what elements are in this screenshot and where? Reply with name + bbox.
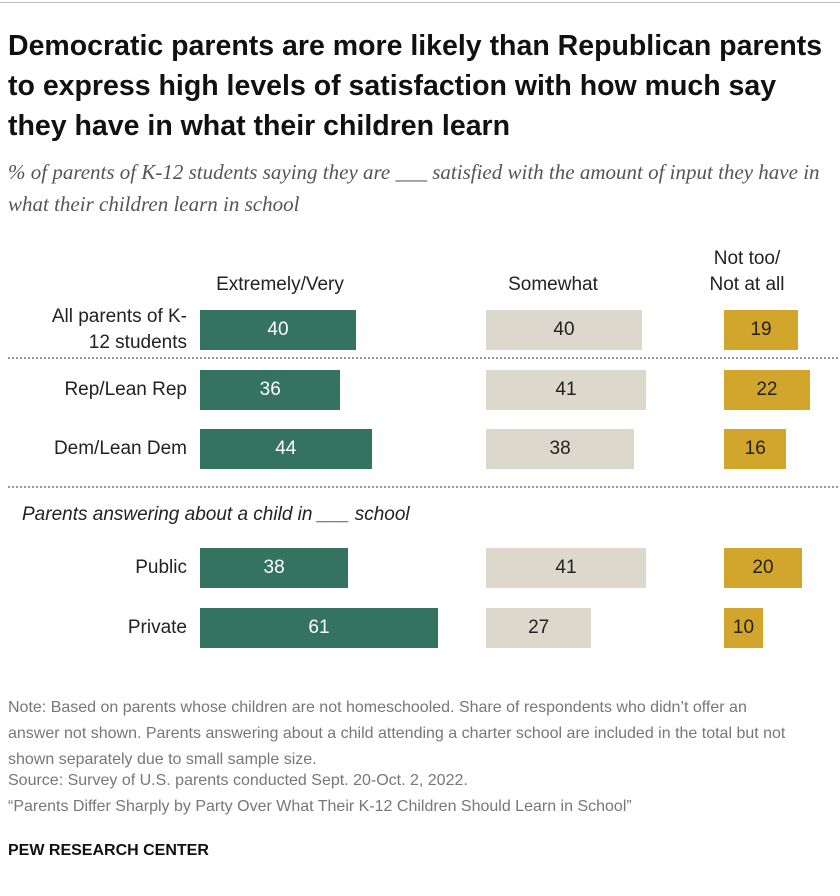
bar — [486, 429, 635, 469]
value-label: 44 — [275, 438, 297, 459]
bar — [724, 608, 763, 648]
category-label: Rep/Lean Rep — [64, 379, 187, 400]
value-label: 19 — [750, 319, 772, 340]
chart-title: Democratic parents are more likely than … — [8, 30, 823, 142]
bar — [724, 429, 787, 469]
bar — [200, 608, 438, 648]
subheading: Parents answering about a child in ___ s… — [22, 504, 410, 525]
brand: PEW RESEARCH CENTER — [8, 842, 209, 859]
bar — [486, 370, 646, 410]
citation: “Parents Differ Sharply by Party Over Wh… — [8, 798, 632, 815]
column-header: Not too/ Not at all — [709, 248, 785, 295]
category-label: Public — [135, 557, 187, 578]
bar — [486, 608, 592, 648]
bar — [724, 310, 799, 350]
value-label: 16 — [744, 438, 766, 459]
value-label: 20 — [752, 557, 774, 578]
value-label: 40 — [553, 319, 575, 340]
value-label: 38 — [263, 557, 285, 578]
value-label: 38 — [549, 438, 571, 459]
value-label: 61 — [308, 617, 330, 638]
value-label: 41 — [555, 379, 577, 400]
value-label: 10 — [732, 617, 755, 638]
value-label: 41 — [555, 557, 577, 578]
column-header: Extremely/Very — [216, 274, 344, 295]
bar — [200, 429, 372, 469]
value-label: 36 — [259, 379, 281, 400]
category-label: Dem/Lean Dem — [53, 438, 187, 459]
value-label: 22 — [756, 379, 778, 400]
chart-subtitle: % of parents of K-12 students saying the… — [8, 160, 820, 216]
bar — [200, 548, 349, 588]
separator — [8, 357, 838, 359]
bar — [200, 370, 341, 410]
column-header: Somewhat — [508, 274, 598, 295]
note: Note: Based on parents whose children ar… — [8, 699, 786, 768]
bar — [486, 548, 646, 588]
bar — [200, 310, 356, 350]
top-rule — [0, 2, 840, 3]
category-label: Private — [127, 617, 187, 638]
bar — [724, 548, 802, 588]
bar — [724, 370, 810, 410]
value-label: 40 — [267, 319, 289, 340]
bar — [486, 310, 642, 350]
value-label: 27 — [528, 617, 550, 638]
source: Source: Survey of U.S. parents conducted… — [8, 772, 468, 789]
category-label: All parents of K-12 students — [51, 306, 187, 353]
separator — [8, 486, 838, 488]
